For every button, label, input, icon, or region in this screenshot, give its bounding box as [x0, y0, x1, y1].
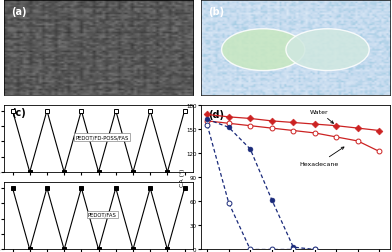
Text: PEDOT/FD-POSS/FAS: PEDOT/FD-POSS/FAS: [76, 135, 129, 140]
Text: (d): (d): [208, 110, 224, 120]
Text: (a): (a): [11, 7, 27, 17]
Text: PEDOT/FAS: PEDOT/FAS: [88, 212, 117, 217]
Circle shape: [221, 30, 305, 71]
Y-axis label: CA (°): CA (°): [180, 168, 185, 187]
Text: (c): (c): [11, 107, 26, 117]
Text: Water: Water: [310, 109, 334, 124]
Text: Hexadecane: Hexadecane: [299, 147, 344, 166]
Text: (b): (b): [208, 7, 225, 17]
Circle shape: [286, 30, 369, 71]
